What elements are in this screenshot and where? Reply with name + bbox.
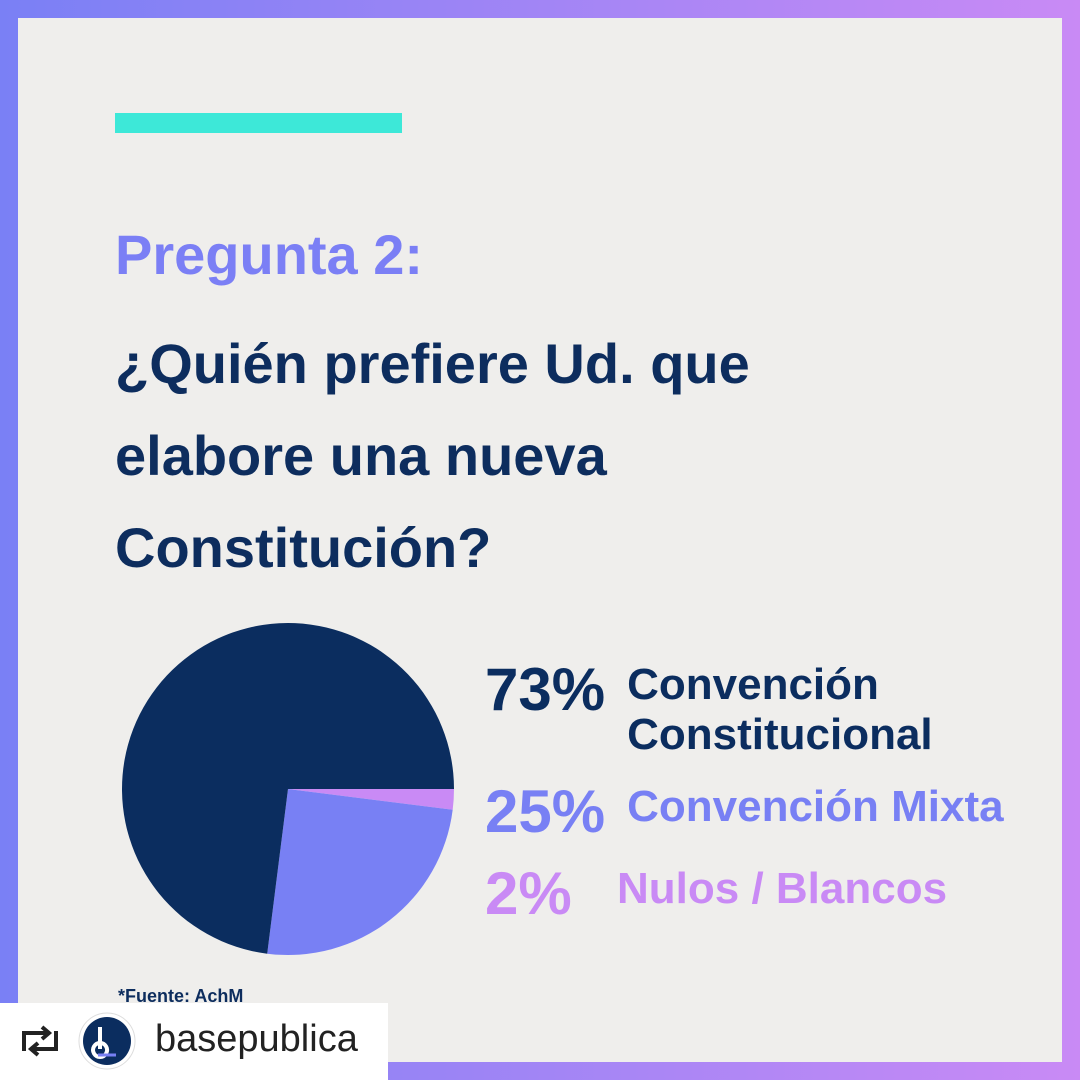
legend-item: 2% Nulos / Blancos	[485, 864, 1007, 924]
avatar-logo	[91, 1027, 110, 1059]
accent-bar	[115, 113, 402, 133]
username[interactable]: basepublica	[155, 1018, 358, 1060]
pie-slice	[267, 789, 453, 955]
chart-title: Pregunta 2:	[115, 223, 424, 286]
legend-label: Nulos / Blancos	[617, 864, 948, 913]
chart-subtitle: ¿Quién prefiere Ud. que elabore una nuev…	[115, 332, 750, 579]
legend: 73% Convención Constitucional 25% Convenció…	[485, 660, 1007, 946]
repost-icon	[22, 1025, 58, 1057]
legend-item: 73% Convención Constitucional	[485, 660, 1007, 760]
avatar	[83, 1017, 131, 1065]
value-label: 73%	[485, 656, 606, 723]
pie-slice	[288, 789, 454, 810]
value-label: 25%	[485, 778, 606, 845]
pie-slice	[121, 623, 454, 954]
legend-label: Convención Constitucional	[627, 660, 933, 759]
legend-label: Convención Mixta	[627, 782, 1004, 831]
repost-bar	[0, 1003, 388, 1080]
repost-icons	[22, 1012, 136, 1070]
legend-item: 25% Convención Mixta	[485, 782, 1007, 842]
value-label: 2%	[485, 860, 572, 927]
source-note: *Fuente: AchM	[118, 986, 244, 1006]
